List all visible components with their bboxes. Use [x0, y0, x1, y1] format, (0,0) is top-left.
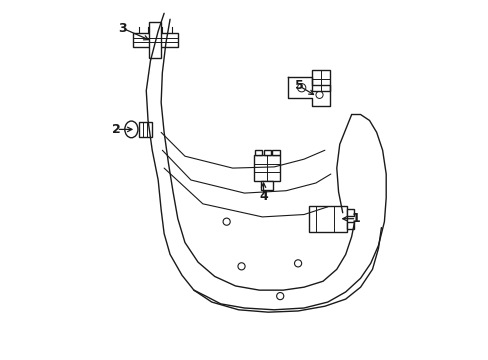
Bar [261, 181, 272, 189]
Bar [253, 155, 280, 181]
Bar [138, 122, 151, 136]
Text: 1: 1 [351, 212, 360, 225]
Text: 2: 2 [112, 123, 121, 136]
Ellipse shape [124, 121, 138, 138]
Bar [308, 206, 346, 232]
Text: 3: 3 [118, 22, 126, 35]
Bar [132, 33, 178, 47]
Bar [263, 150, 270, 155]
Text: 5: 5 [294, 80, 303, 93]
Bar [149, 22, 161, 58]
Text: 4: 4 [259, 190, 267, 203]
Bar [254, 150, 261, 155]
Bar [272, 150, 279, 155]
Bar [311, 70, 329, 91]
Bar [346, 208, 353, 216]
Bar [346, 222, 353, 229]
